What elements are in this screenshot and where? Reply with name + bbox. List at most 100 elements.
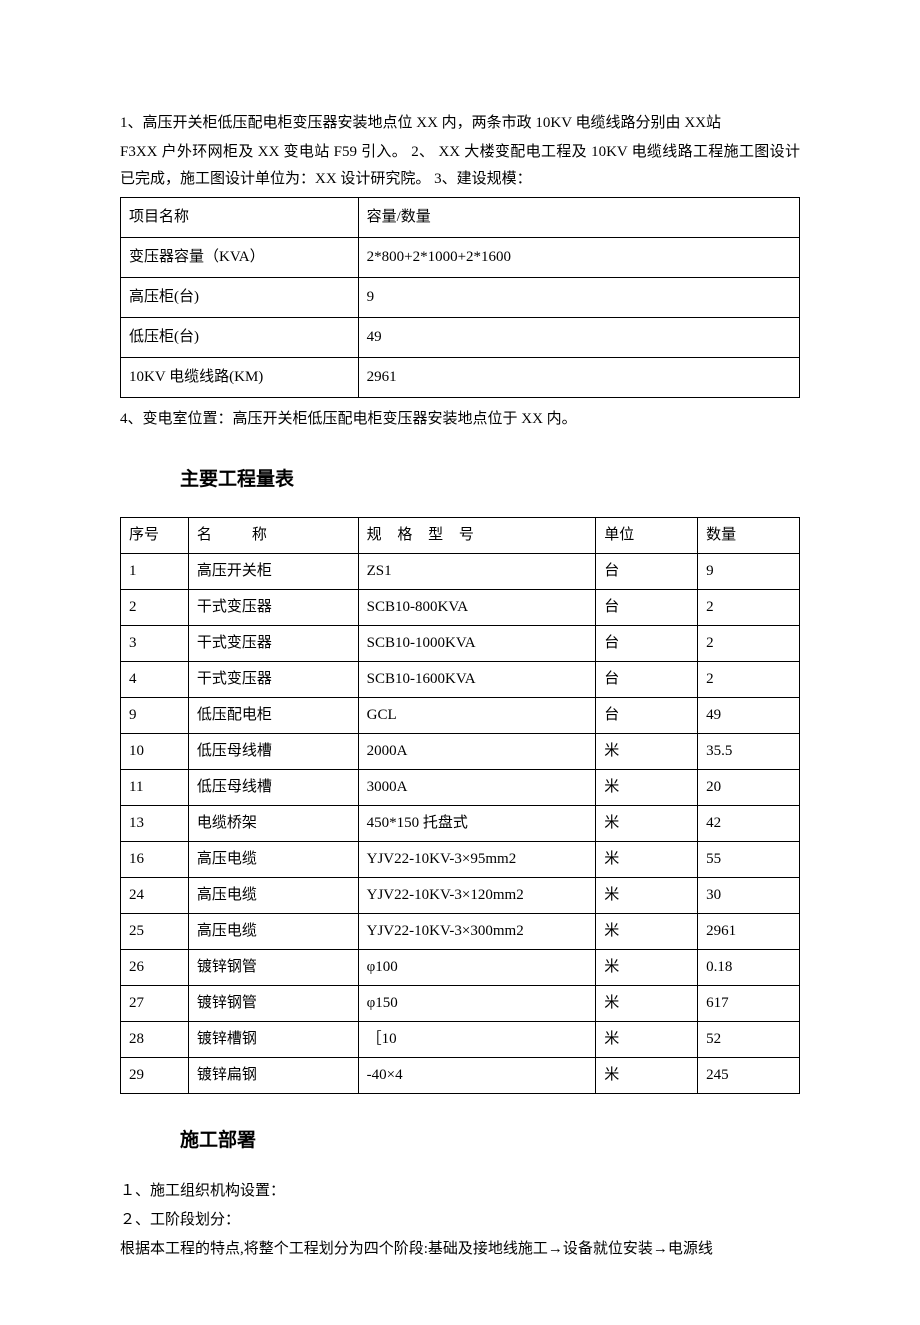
cell: 11: [121, 770, 189, 806]
cell: 2: [121, 590, 189, 626]
closing-p1: １、施工组织机构设置：: [120, 1178, 800, 1205]
cell: 617: [698, 986, 800, 1022]
cell: -40×4: [358, 1058, 596, 1094]
cell: 米: [596, 1058, 698, 1094]
cell: 2: [698, 590, 800, 626]
cell: 52: [698, 1022, 800, 1058]
table-row: 高压柜(台) 9: [121, 278, 800, 318]
cell: 米: [596, 842, 698, 878]
cell: 13: [121, 806, 189, 842]
cell: 245: [698, 1058, 800, 1094]
table-row: 10KV 电缆线路(KM) 2961: [121, 358, 800, 398]
table-row: 13电缆桥架450*150 托盘式米42: [121, 806, 800, 842]
cell: 450*150 托盘式: [358, 806, 596, 842]
cell: 55: [698, 842, 800, 878]
table-row: 16高压电缆YJV22-10KV-3×95mm2米55: [121, 842, 800, 878]
cell: 24: [121, 878, 189, 914]
table-row: 3干式变压器SCB10-1000KVA台2: [121, 626, 800, 662]
cell: 10KV 电缆线路(KM): [121, 358, 359, 398]
cell: 米: [596, 770, 698, 806]
table-row: 28镀锌槽钢［10米52: [121, 1022, 800, 1058]
cell: 2000A: [358, 734, 596, 770]
cell: φ100: [358, 950, 596, 986]
scale-table: 项目名称 容量/数量 变压器容量（KVA） 2*800+2*1000+2*160…: [120, 197, 800, 398]
cell: 高压开关柜: [188, 554, 358, 590]
cell: SCB10-1600KVA: [358, 662, 596, 698]
cell: 16: [121, 842, 189, 878]
cell: 49: [358, 318, 799, 358]
cell: 台: [596, 554, 698, 590]
cell: 0.18: [698, 950, 800, 986]
cell: 米: [596, 914, 698, 950]
cell: 42: [698, 806, 800, 842]
cell: 米: [596, 878, 698, 914]
cell: 9: [121, 698, 189, 734]
table-row: 序号 名称 规 格 型 号 单位 数量: [121, 518, 800, 554]
table-row: 29镀锌扁钢-40×4米245: [121, 1058, 800, 1094]
cell: YJV22-10KV-3×300mm2: [358, 914, 596, 950]
cell: 2: [698, 662, 800, 698]
table-row: 25高压电缆YJV22-10KV-3×300mm2米2961: [121, 914, 800, 950]
table-row: 10低压母线槽2000A米35.5: [121, 734, 800, 770]
cell: 3: [121, 626, 189, 662]
cell: 2961: [358, 358, 799, 398]
cell: 26: [121, 950, 189, 986]
cell: 9: [698, 554, 800, 590]
cell: 30: [698, 878, 800, 914]
cell: 27: [121, 986, 189, 1022]
cell: 2*800+2*1000+2*1600: [358, 238, 799, 278]
cell: 25: [121, 914, 189, 950]
table-row: 4干式变压器SCB10-1600KVA台2: [121, 662, 800, 698]
cell: 变压器容量（KVA）: [121, 238, 359, 278]
closing-p3: 根据本工程的特点,将整个工程划分为四个阶段:基础及接地线施工→设备就位安装→电源…: [120, 1236, 800, 1263]
table-row: 2干式变压器SCB10-800KVA台2: [121, 590, 800, 626]
cell: 台: [596, 626, 698, 662]
cell: 9: [358, 278, 799, 318]
header-seq: 序号: [121, 518, 189, 554]
cell: 49: [698, 698, 800, 734]
cell: 低压柜(台): [121, 318, 359, 358]
table-row: 变压器容量（KVA） 2*800+2*1000+2*1600: [121, 238, 800, 278]
cell: ZS1: [358, 554, 596, 590]
cell: 低压母线槽: [188, 734, 358, 770]
table-row: 27镀锌钢管φ150米617: [121, 986, 800, 1022]
intro-paragraph-1: 1、高压开关柜低压配电柜变压器安装地点位 XX 内，两条市政 10KV 电缆线路…: [120, 110, 800, 137]
intro-paragraph-2: F3XX 户外环网柜及 XX 变电站 F59 引入。 2、 XX 大楼变配电工程…: [120, 139, 800, 193]
cell: 高压柜(台): [121, 278, 359, 318]
table-row: 低压柜(台) 49: [121, 318, 800, 358]
cell: 35.5: [698, 734, 800, 770]
cell: 台: [596, 590, 698, 626]
cell: 米: [596, 950, 698, 986]
closing-p2: ２、工阶段划分：: [120, 1207, 800, 1234]
cell: 2961: [698, 914, 800, 950]
header-project-name: 项目名称: [121, 198, 359, 238]
cell: 米: [596, 986, 698, 1022]
cell: 干式变压器: [188, 626, 358, 662]
cell: 台: [596, 662, 698, 698]
header-qty: 数量: [698, 518, 800, 554]
cell: 镀锌扁钢: [188, 1058, 358, 1094]
cell: YJV22-10KV-3×95mm2: [358, 842, 596, 878]
cell: YJV22-10KV-3×120mm2: [358, 878, 596, 914]
cell: 2: [698, 626, 800, 662]
heading-construction: 施工部署: [180, 1124, 800, 1158]
cell: 镀锌槽钢: [188, 1022, 358, 1058]
header-name: 名称: [188, 518, 358, 554]
cell: 米: [596, 1022, 698, 1058]
cell: 台: [596, 698, 698, 734]
cell: 干式变压器: [188, 590, 358, 626]
cell: 干式变压器: [188, 662, 358, 698]
table-row: 9低压配电柜GCL台49: [121, 698, 800, 734]
header-unit: 单位: [596, 518, 698, 554]
header-capacity: 容量/数量: [358, 198, 799, 238]
cell: 高压电缆: [188, 878, 358, 914]
header-spec: 规 格 型 号: [358, 518, 596, 554]
cell: 电缆桥架: [188, 806, 358, 842]
cell: 米: [596, 734, 698, 770]
cell: 10: [121, 734, 189, 770]
note-4: 4、变电室位置：高压开关柜低压配电柜变压器安装地点位于 XX 内。: [120, 406, 800, 433]
table-row: 24高压电缆YJV22-10KV-3×120mm2米30: [121, 878, 800, 914]
cell: 4: [121, 662, 189, 698]
table-row: 1高压开关柜ZS1台9: [121, 554, 800, 590]
cell: 低压母线槽: [188, 770, 358, 806]
